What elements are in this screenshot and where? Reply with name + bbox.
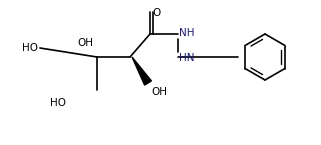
- Text: O: O: [152, 8, 160, 18]
- Text: OH: OH: [77, 38, 93, 48]
- Polygon shape: [132, 57, 152, 85]
- Text: HO: HO: [22, 43, 38, 53]
- Text: HN: HN: [179, 53, 195, 63]
- Text: HO: HO: [50, 98, 66, 108]
- Text: NH: NH: [179, 28, 195, 38]
- Text: OH: OH: [151, 87, 167, 97]
